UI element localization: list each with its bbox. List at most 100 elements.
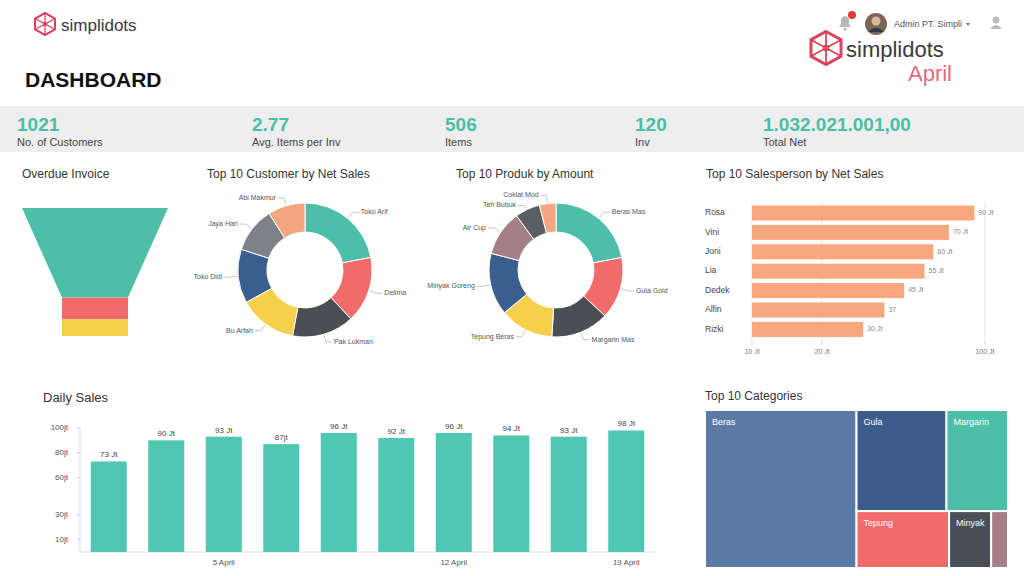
- tick-label: 10jt: [55, 535, 69, 544]
- category-label: 19 April: [613, 558, 640, 567]
- logo-hex: [811, 32, 841, 65]
- bar: [752, 322, 863, 337]
- category-label: Joni: [705, 246, 721, 256]
- leader-line: [541, 196, 548, 203]
- donut: [238, 203, 372, 337]
- data-label: 96 Jt: [330, 422, 348, 431]
- cell-label: Beras: [712, 417, 736, 427]
- tick-mark: [77, 428, 80, 429]
- leader-line: [599, 212, 609, 217]
- kpi-value: 2.77: [252, 114, 289, 135]
- leader-line: [278, 198, 286, 205]
- leader-line: [224, 276, 237, 278]
- tick-mark: [822, 342, 823, 345]
- treemap-cell: [857, 511, 950, 568]
- data-label: 55 Jt: [929, 267, 944, 274]
- slice-label: Margarin Mas: [592, 336, 635, 344]
- logo-icon: [35, 13, 55, 35]
- category-label: Rosa: [705, 207, 725, 217]
- brand-text: simplidots: [846, 37, 944, 62]
- avatar-face: [872, 17, 881, 26]
- treemap-cell: [946, 410, 1008, 511]
- user-name: Admin PT. Simpli: [894, 19, 962, 29]
- brand-icon: [811, 32, 841, 65]
- data-label: 30 Jt: [867, 325, 882, 332]
- panel-title: Top 10 Customer by Net Sales: [207, 167, 370, 181]
- bar: [752, 206, 974, 221]
- data-label: 90 Jt: [158, 429, 176, 438]
- cell-label: Gula: [864, 417, 883, 427]
- data-label: 37: [888, 306, 896, 313]
- leader-line: [348, 212, 358, 217]
- period-text: April: [908, 61, 952, 86]
- treemap: [705, 410, 1008, 568]
- bar: [263, 444, 299, 552]
- bar: [378, 438, 414, 552]
- bar: [752, 303, 884, 318]
- category-label: Alfin: [705, 304, 722, 314]
- slice-label: Abi Makmur: [239, 194, 277, 201]
- category-label: Lia: [705, 265, 717, 275]
- tick-mark: [77, 514, 80, 515]
- slice-label: Tepung Beras: [471, 333, 515, 341]
- logo-lines: [35, 13, 55, 35]
- data-label: 60 Jt: [937, 248, 952, 255]
- person-icon-head: [993, 17, 1000, 24]
- category-label: 5 April: [213, 558, 235, 567]
- slice-label: Gula Gold: [636, 287, 668, 294]
- data-label: 92 Jt: [388, 427, 406, 436]
- category-label: Vini: [705, 227, 719, 237]
- logo-hex: [35, 13, 55, 35]
- page-title: DASHBOARD: [25, 68, 162, 91]
- avatar-body: [868, 28, 884, 32]
- slice-label: Delima: [384, 289, 406, 296]
- leader-line: [516, 331, 525, 337]
- bar: [752, 264, 925, 279]
- grid-line: [985, 202, 986, 342]
- bar: [91, 461, 127, 552]
- logo-dot: [43, 22, 47, 26]
- category-label: 12 April: [440, 558, 467, 567]
- logo-text: simplidots: [61, 16, 137, 35]
- cell-label: Minyak: [956, 518, 985, 528]
- funnel-segment: [22, 208, 168, 298]
- slice: [269, 203, 305, 238]
- kpi-value: 1021: [17, 114, 60, 135]
- bar: [436, 433, 472, 552]
- tick-label: 80jt: [55, 448, 69, 457]
- data-label: 94 Jt: [503, 424, 521, 433]
- tick-label: 100 Jt: [975, 348, 994, 355]
- dashboard: simplidotsAdmin PT. SimplisimplidotsApri…: [0, 0, 1024, 576]
- bar: [608, 430, 644, 552]
- slice: [489, 253, 527, 312]
- data-label: 96 Jt: [445, 422, 463, 431]
- person-icon-body: [990, 25, 1002, 29]
- slice-label: Toko Didi: [194, 273, 223, 280]
- funnel: [22, 208, 168, 336]
- tick-label: 10 Jt: [744, 348, 759, 355]
- leader-line: [370, 291, 383, 293]
- leader-line: [477, 285, 490, 287]
- kpi-value: 1.032.021.001,00: [763, 114, 911, 135]
- tick-label: 60jt: [55, 473, 69, 482]
- data-label: 70 Jt: [953, 228, 968, 235]
- slice-label: Bu Arfah: [226, 327, 253, 334]
- kpi-label: Inv: [635, 136, 650, 148]
- bars: [91, 430, 645, 552]
- panel-title: Daily Sales: [43, 390, 109, 405]
- logo-dot: [823, 45, 830, 52]
- kpi-band: [0, 106, 1024, 152]
- slice-label: Coklat Mod: [503, 191, 539, 198]
- tick-label: 100jt: [51, 423, 69, 432]
- leader-line: [581, 333, 590, 340]
- user-caret[interactable]: [966, 23, 970, 26]
- slice-label: Minyak Goreng: [427, 282, 475, 290]
- bar: [493, 435, 529, 552]
- treemap-cell: [705, 410, 857, 568]
- bars: [752, 206, 974, 337]
- data-label: 98 Jt: [618, 419, 636, 428]
- slice-label: Teh Bubuk: [483, 201, 517, 208]
- notification-badge: [848, 11, 856, 19]
- donut: [489, 203, 623, 337]
- slice: [552, 296, 605, 337]
